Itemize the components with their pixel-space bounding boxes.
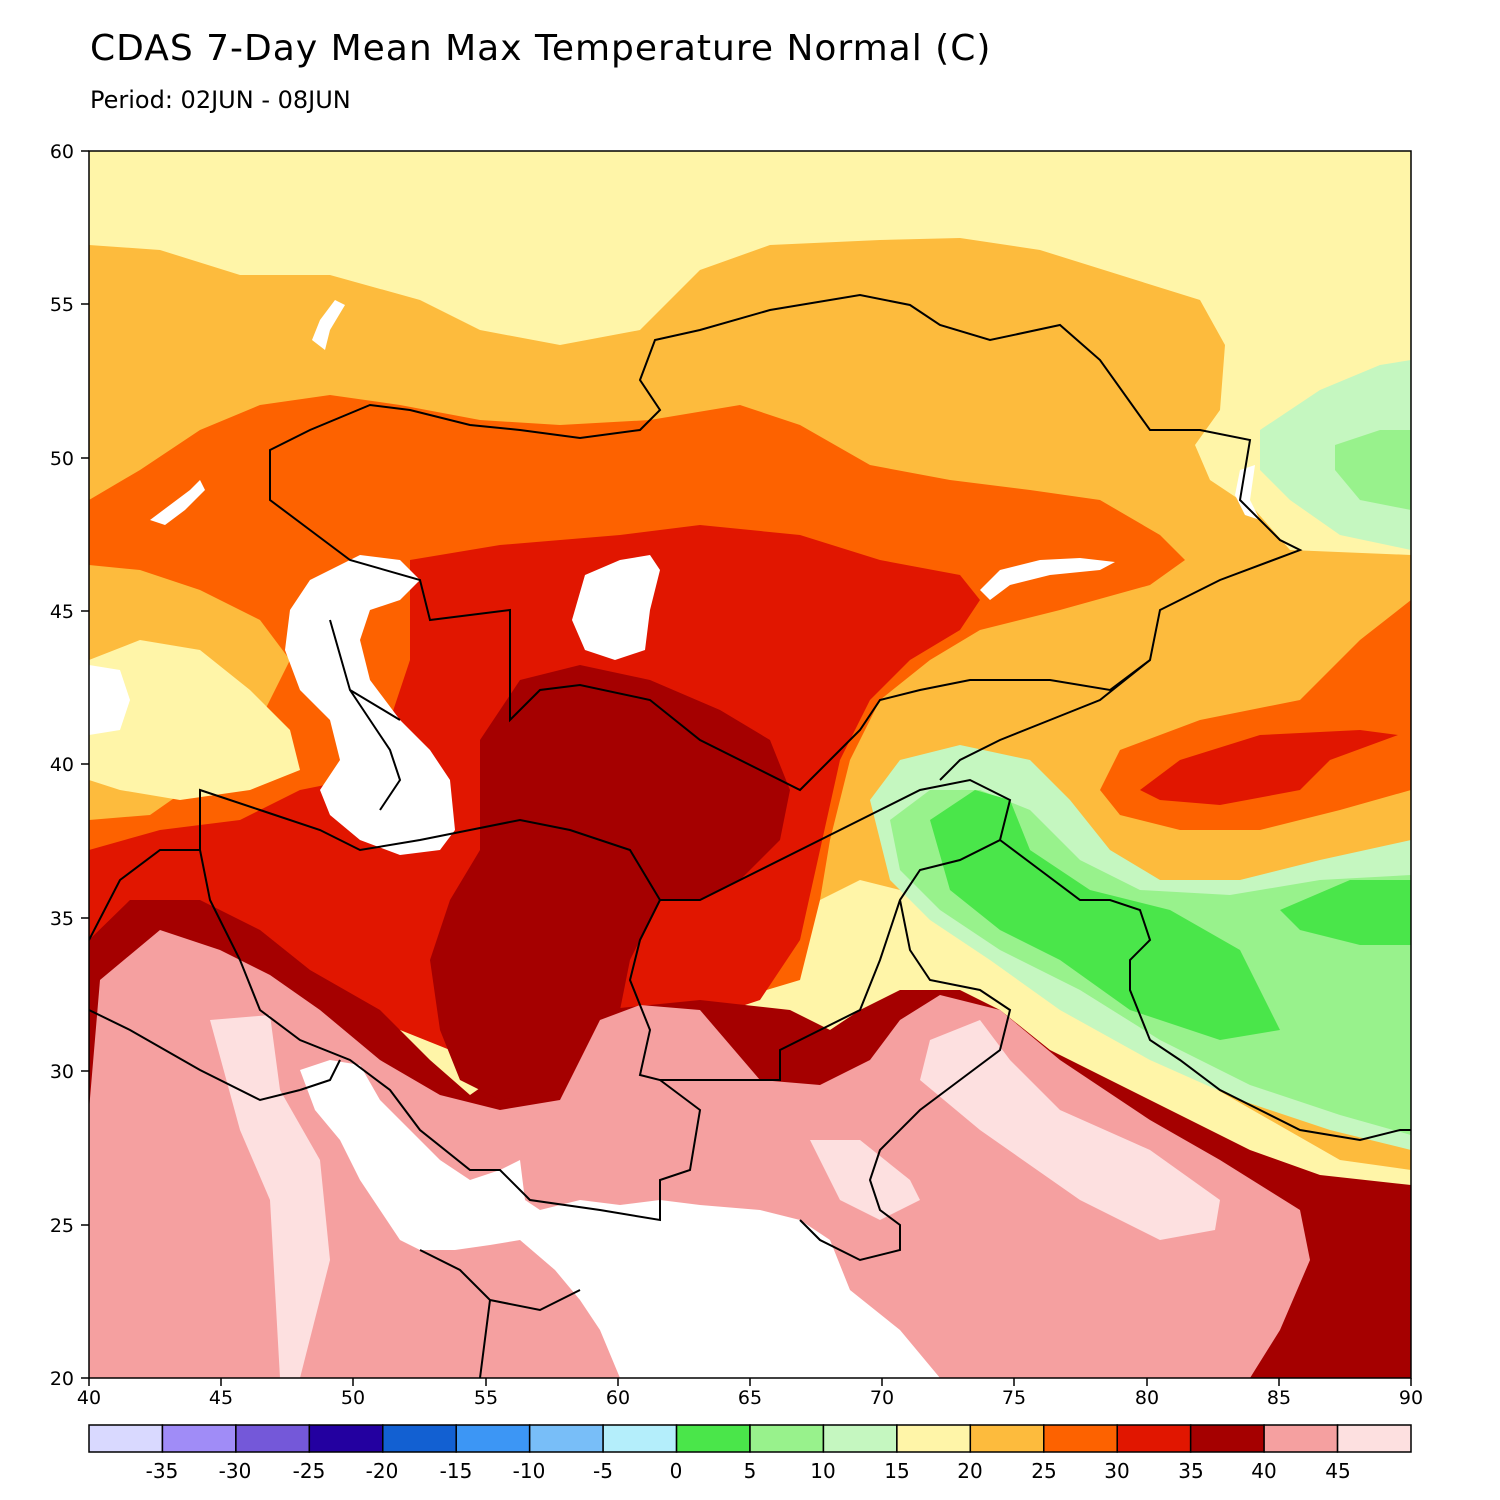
colorbar-label: 45 [1325, 1459, 1350, 1483]
y-tick-label: 55 [50, 294, 74, 316]
x-tick-label: 80 [1135, 1387, 1159, 1409]
x-tick-label: 50 [341, 1387, 365, 1409]
colorbar-swatch [602, 1424, 678, 1453]
y-tick-label: 45 [50, 601, 74, 623]
x-tick-label: 55 [474, 1387, 498, 1409]
colorbar-label: 30 [1104, 1459, 1129, 1483]
kazakhstan-border [269, 293, 1303, 792]
colorbar-swatch [1336, 1424, 1412, 1453]
band-45-plus-c [810, 1140, 920, 1220]
band-45-plus [210, 1015, 330, 1378]
x-tick-label: 40 [77, 1387, 101, 1409]
colorbar-label: -30 [219, 1459, 252, 1483]
y-tick-label: 20 [50, 1368, 74, 1390]
colorbar-swatch [308, 1424, 384, 1453]
colorbar-label: -10 [513, 1459, 546, 1483]
x-tick-label: 85 [1267, 1387, 1291, 1409]
map-field [89, 151, 1411, 1378]
iraq-saudi-border [89, 849, 301, 1102]
colorbar-swatch [528, 1424, 604, 1453]
colorbar-swatch [235, 1424, 311, 1453]
colorbar-swatch [382, 1424, 457, 1453]
colorbar-labels: -35 -30 -25 -20 -15 -10 -5 0 5 10 15 20 … [146, 1459, 1351, 1483]
y-tick-label: 25 [50, 1215, 74, 1237]
ne-green-5-10 [1335, 430, 1411, 510]
colorbar-label: -20 [366, 1459, 399, 1483]
kuybyshev-reservoir [312, 300, 345, 350]
country-borders [89, 293, 1411, 1378]
map-title: CDAS 7-Day Mean Max Temperature Normal (… [90, 28, 992, 69]
x-tick-label: 75 [1002, 1387, 1026, 1409]
period-subtitle: Period: 02JUN - 08JUN [90, 86, 351, 114]
band-40-45 [89, 930, 1310, 1378]
colorbar-swatch [822, 1424, 898, 1453]
colorbar-swatch [455, 1424, 531, 1453]
colorbar-label: -35 [146, 1459, 179, 1483]
colorbar-swatch [1263, 1424, 1339, 1453]
colorbar-swatch [1189, 1424, 1265, 1453]
colorbar-swatch [1116, 1424, 1192, 1453]
x-axis: 40 45 50 55 60 65 70 75 80 85 90 [77, 1378, 1423, 1409]
y-tick-label: 35 [50, 908, 74, 930]
band-45-plus-b [920, 1020, 1220, 1240]
x-tick-label: 70 [870, 1387, 894, 1409]
china-west-border [939, 659, 1151, 781]
y-tick-label: 40 [50, 754, 74, 776]
colorbar-label: 35 [1178, 1459, 1203, 1483]
x-tick-label: 90 [1399, 1387, 1423, 1409]
colorbar-label: 25 [1031, 1459, 1056, 1483]
aral-sea [572, 555, 660, 660]
caucasus-15-20 [89, 640, 300, 800]
colorbar-label: -15 [440, 1459, 473, 1483]
colorbar-swatch [675, 1424, 751, 1453]
iran-border [199, 788, 702, 1222]
india-china-border [999, 839, 1411, 1142]
colorbar-swatch [1043, 1424, 1118, 1453]
y-tick-label: 50 [50, 448, 74, 470]
y-tick-label: 60 [50, 141, 74, 163]
caspian-sea [285, 555, 455, 855]
x-tick-label: 65 [738, 1387, 762, 1409]
tarim-30-35 [1140, 730, 1398, 805]
colorbar-label: 40 [1251, 1459, 1276, 1483]
colorbar-label: 15 [884, 1459, 909, 1483]
colorbar-swatch [896, 1424, 972, 1453]
y-tick-label: 30 [50, 1061, 74, 1083]
colorbar [88, 1424, 1412, 1453]
volga-reservoir [150, 480, 205, 525]
colorbar-label: 5 [744, 1459, 757, 1483]
x-tick-label: 45 [209, 1387, 233, 1409]
caspian-border [329, 619, 402, 811]
colorbar-label: -5 [593, 1459, 613, 1483]
colorbar-swatch [749, 1424, 825, 1453]
colorbar-label: 0 [670, 1459, 683, 1483]
balkhash-lake [980, 558, 1115, 600]
colorbar-label: -25 [293, 1459, 326, 1483]
band-0-5-east [1280, 880, 1411, 945]
arabia-borders [299, 1059, 581, 1378]
colorbar-swatch [969, 1424, 1045, 1453]
persian-gulf [300, 1060, 940, 1378]
y-axis: 60 55 50 45 40 35 30 25 20 [50, 141, 89, 1390]
ural-river-ne [1235, 465, 1260, 520]
band-35-40-core [430, 665, 790, 1100]
colorbar-label: 10 [810, 1459, 835, 1483]
black-sea-edge [89, 665, 130, 735]
colorbar-label: 20 [957, 1459, 982, 1483]
colorbar-swatch [88, 1424, 164, 1453]
afghanistan-pakistan-border [660, 778, 1012, 1262]
colorbar-swatch [161, 1424, 237, 1453]
x-tick-label: 60 [606, 1387, 630, 1409]
